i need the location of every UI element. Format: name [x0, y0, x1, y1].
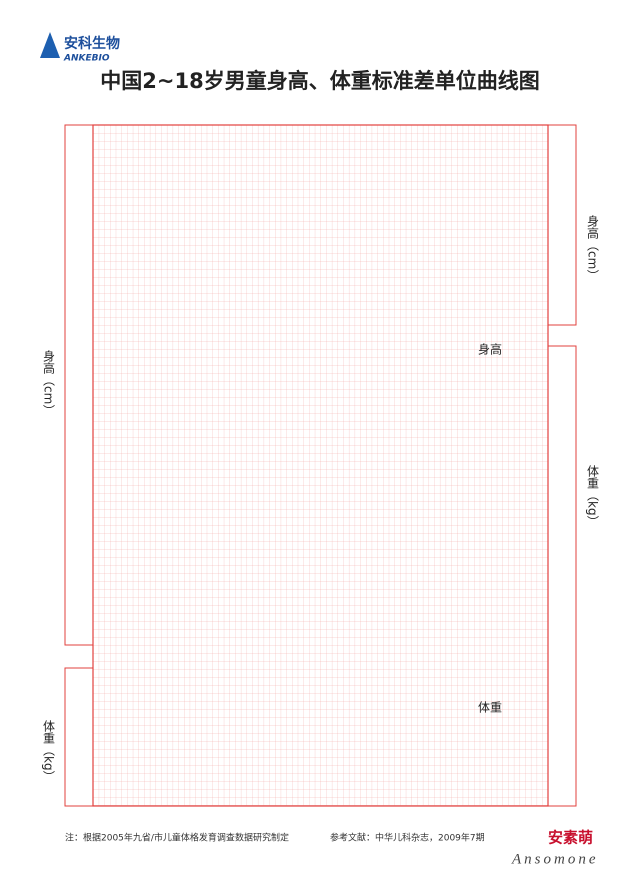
- footer-note: 注：根据2005年九省/市儿童体格发育调查数据研究制定: [65, 832, 289, 844]
- y-axis-title: 身高（cm）: [42, 349, 56, 417]
- weight-label: 体重: [478, 701, 502, 715]
- logo-mark: [40, 32, 60, 58]
- y2-axis-title: 体重（kg）: [586, 465, 600, 528]
- logo-en: ANKEBIO: [63, 54, 110, 64]
- left-weight-frame: [64, 667, 94, 807]
- minor-grid: [93, 125, 548, 806]
- product-name: 安素萌: [548, 829, 593, 847]
- plot-frame: [92, 124, 549, 807]
- right-height-frame: [547, 124, 577, 326]
- right-weight-frame: [547, 345, 577, 807]
- height-label: 身高: [478, 342, 502, 357]
- footer-reference: 参考文献：中华儿科杂志，2009年7期: [330, 832, 485, 844]
- logo-text: 安科生物: [64, 35, 120, 52]
- y-axis-title-right: 身高（cm）: [586, 214, 600, 282]
- left-height-frame: [64, 124, 94, 646]
- chart-title: 中国2~18岁男童身高、体重标准差单位曲线图: [100, 69, 539, 93]
- product-en: Ansomone: [511, 851, 599, 867]
- y2-axis-title-left: 体重（kg）: [42, 720, 56, 783]
